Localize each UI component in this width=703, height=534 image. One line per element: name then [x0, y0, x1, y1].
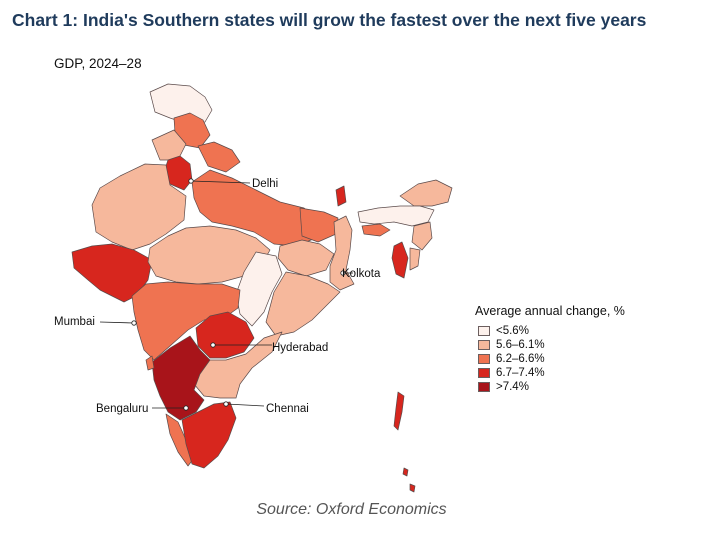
mumbai-leader	[99, 321, 135, 324]
legend-item-1: <5.6%	[478, 325, 529, 337]
region-manipur	[411, 221, 433, 251]
region-assam	[357, 205, 435, 227]
region-rajasthan	[91, 163, 187, 251]
region-chhattisgarh	[235, 251, 283, 327]
legend-item-3: 6.2–6.6%	[478, 353, 545, 365]
mumbai-marker	[131, 320, 137, 326]
bengaluru-marker	[183, 405, 189, 411]
bengaluru-label: Bengaluru	[96, 403, 148, 415]
region-arunachal	[399, 179, 453, 207]
region-jharkhand	[277, 239, 335, 277]
hyderabad-marker	[210, 342, 216, 348]
mumbai-label: Mumbai	[54, 316, 95, 328]
chart-title: Chart 1: India's Southern states will gr…	[12, 10, 647, 30]
chart-subtitle: GDP, 2024–28	[54, 56, 142, 71]
legend-swatch-3	[478, 354, 490, 364]
legend-swatch-2	[478, 340, 490, 350]
chennai-label: Chennai	[266, 403, 309, 415]
region-nicobar-1	[402, 467, 409, 477]
region-goa	[145, 355, 155, 371]
delhi-marker	[188, 178, 194, 184]
region-mizoram	[409, 247, 421, 271]
region-nicobar-2	[409, 483, 416, 493]
legend-title: Average annual change, %	[475, 304, 625, 318]
region-sikkim	[335, 185, 347, 207]
region-tripura	[391, 241, 409, 279]
kolkota-label: Kolkota	[342, 268, 381, 280]
legend-item-5: >7.4%	[478, 381, 529, 393]
chennai-marker	[223, 401, 229, 407]
legend-label-4: 6.7–7.4%	[496, 367, 545, 379]
kolkota-marker	[340, 270, 346, 276]
legend-swatch-4	[478, 368, 490, 378]
chennai-leader	[225, 403, 265, 407]
legend-swatch-5	[478, 382, 490, 392]
region-west-bengal	[329, 215, 355, 291]
delhi-leader	[190, 180, 251, 184]
legend-label-2: 5.6–6.1%	[496, 339, 545, 351]
region-ladakh	[149, 83, 213, 125]
region-odisha	[265, 271, 341, 337]
legend-swatch-1	[478, 326, 490, 336]
legend-item-2: 5.6–6.1%	[478, 339, 545, 351]
region-punjab	[151, 129, 187, 161]
legend-label-5: >7.4%	[496, 381, 529, 393]
region-tamil-nadu	[181, 401, 237, 469]
legend-label-3: 6.2–6.6%	[496, 353, 545, 365]
hyderabad-label: Hyderabad	[272, 342, 328, 354]
region-meghalaya	[361, 223, 391, 237]
region-kerala	[165, 413, 195, 467]
legend-item-4: 6.7–7.4%	[478, 367, 545, 379]
legend-label-1: <5.6%	[496, 325, 529, 337]
region-andaman	[393, 391, 405, 431]
delhi-label: Delhi	[252, 178, 278, 190]
region-karnataka	[151, 335, 211, 421]
source-note: Source: Oxford Economics	[256, 501, 447, 518]
region-bihar	[299, 207, 339, 243]
region-uttarakhand	[197, 141, 241, 173]
